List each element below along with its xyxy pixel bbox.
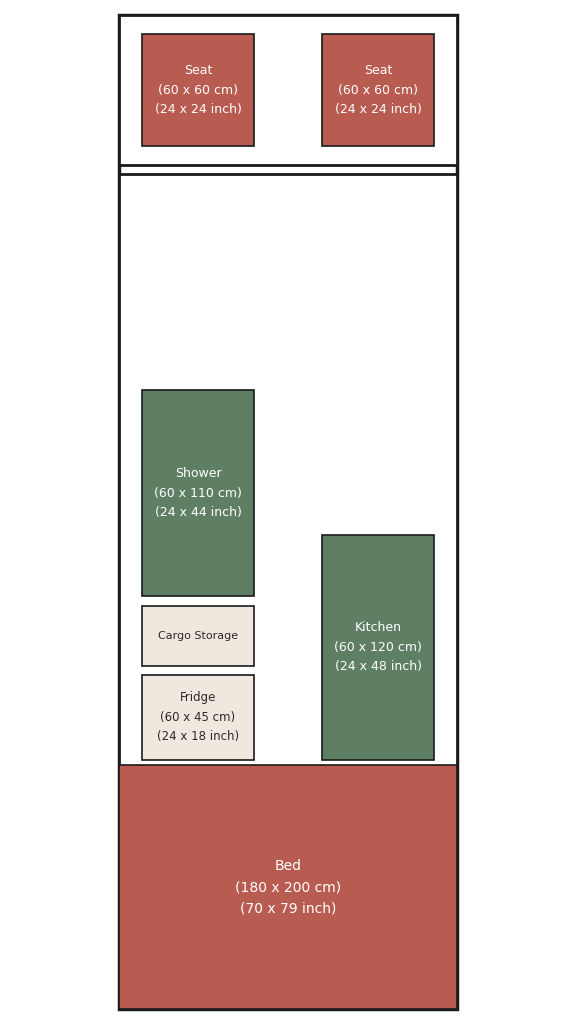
Bar — [119, 174, 457, 1009]
Bar — [119, 15, 457, 165]
Bar — [142, 606, 254, 666]
Text: Cargo Storage: Cargo Storage — [158, 631, 238, 641]
Text: Seat
(60 x 60 cm)
(24 x 24 inch): Seat (60 x 60 cm) (24 x 24 inch) — [154, 65, 241, 116]
Text: Shower
(60 x 110 cm)
(24 x 44 inch): Shower (60 x 110 cm) (24 x 44 inch) — [154, 467, 242, 519]
Bar — [142, 34, 254, 146]
Bar — [322, 535, 434, 760]
Text: Bed
(180 x 200 cm)
(70 x 79 inch): Bed (180 x 200 cm) (70 x 79 inch) — [235, 859, 341, 915]
Bar — [142, 675, 254, 760]
Bar — [322, 34, 434, 146]
Bar — [119, 765, 457, 1009]
Text: Fridge
(60 x 45 cm)
(24 x 18 inch): Fridge (60 x 45 cm) (24 x 18 inch) — [157, 691, 239, 743]
Text: Kitchen
(60 x 120 cm)
(24 x 48 inch): Kitchen (60 x 120 cm) (24 x 48 inch) — [334, 621, 422, 673]
Bar — [142, 390, 254, 596]
Text: Seat
(60 x 60 cm)
(24 x 24 inch): Seat (60 x 60 cm) (24 x 24 inch) — [335, 65, 422, 116]
